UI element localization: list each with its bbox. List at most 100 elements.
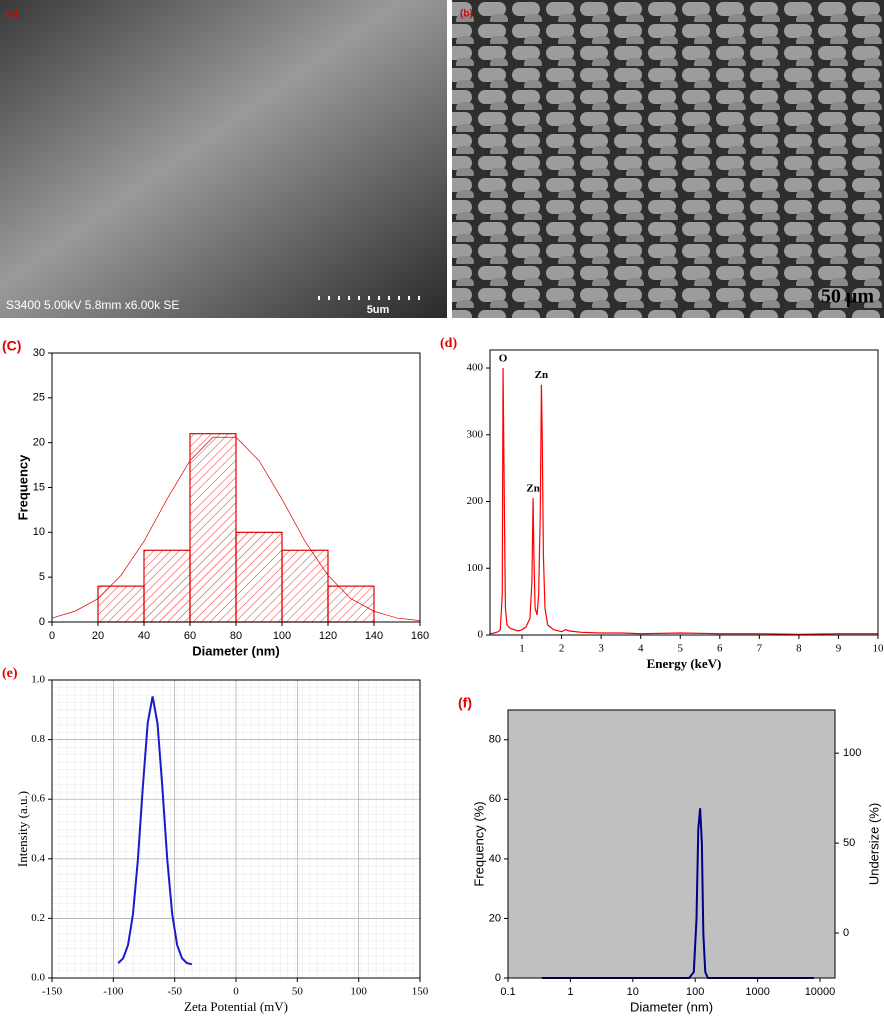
x-tick-label: 2 (559, 643, 565, 655)
chart: 0 5 10 15 20 25 30 0 20 40 60 80 100 120 140 160 (C) Diam… (2, 338, 429, 659)
y-tick-label: 20 (33, 437, 45, 449)
y-tick-label: 5 (39, 571, 45, 583)
y-tick-label: 200 (467, 495, 484, 507)
y-tick-label: 0.8 (31, 733, 45, 745)
panel-label: (C) (2, 338, 21, 354)
x-tick-label: 6 (717, 643, 723, 655)
y-tick-label: 100 (467, 562, 484, 574)
x-tick-label: 1000 (745, 986, 769, 998)
data-line (117, 696, 193, 966)
x-tick-label: -50 (167, 986, 182, 998)
x-tick-label: -150 (42, 986, 63, 998)
y-tick-label: 0.4 (31, 852, 45, 864)
y-tick-label: 15 (33, 481, 45, 493)
y-tick-label: 0.0 (31, 972, 45, 984)
scale-label: 50 µm (821, 286, 875, 308)
y2-tick-label: 50 (843, 837, 855, 849)
x-tick-label: 10 (873, 643, 884, 655)
x-tick-label: 160 (411, 630, 429, 642)
sem-image-a: (a) S3400 5.00kV 5.8mm x6.00k SE 5um (0, 0, 447, 318)
y2-tick-label: 0 (843, 927, 849, 939)
x-tick-label: 80 (230, 630, 242, 642)
data-line (51, 436, 421, 622)
y-tick-label: 40 (489, 853, 501, 865)
bar (327, 585, 375, 623)
x-tick-label: 5 (677, 643, 683, 655)
x-tick-label: 150 (412, 986, 429, 998)
x-tick-label: 0 (233, 986, 239, 998)
y-tick-label: 25 (33, 392, 45, 404)
bar (189, 433, 237, 623)
y-tick-label: 10 (33, 526, 45, 538)
x-tick-label: 7 (757, 643, 763, 655)
x-axis-label: Zeta Potential (mV) (184, 999, 288, 1014)
y-tick-label: 0.6 (31, 793, 45, 805)
panel-label: (f) (458, 695, 472, 711)
image-caption: S3400 5.00kV 5.8mm x6.00k SE (6, 298, 179, 312)
x-tick-label: 100 (350, 986, 367, 998)
x-tick-label: 9 (836, 643, 842, 655)
x-tick-label: 1 (519, 643, 525, 655)
plot-frame (489, 349, 879, 636)
annotation: Zn (526, 483, 539, 495)
x-tick-label: 40 (138, 630, 150, 642)
x-tick-label: -100 (103, 986, 124, 998)
y-tick-label: 0.2 (31, 912, 45, 924)
x-tick-label: 60 (184, 630, 196, 642)
sem-photo (0, 0, 447, 318)
y-axis-label: Frequency (%) (471, 801, 486, 886)
x-axis-label: Diameter (nm) (630, 999, 713, 1014)
x-tick-label: 50 (292, 986, 304, 998)
bar (143, 549, 191, 623)
y-tick-label: 80 (489, 734, 501, 746)
plot-area (490, 350, 878, 635)
chart: 0 100 200 300 400 1 2 3 4 5 6 7 8 9 10 O Zn Zn (d) Energy (… (440, 336, 884, 671)
panel-label: (d) (440, 336, 457, 351)
sem-image-b: (b) 50 µm (452, 0, 884, 318)
y-tick-label: 1.0 (31, 674, 45, 686)
x-tick-label: 0.1 (500, 986, 515, 998)
x-tick-label: 20 (92, 630, 104, 642)
y-axis-label: Intensity (a.u.) (15, 791, 30, 867)
scale-label: 5um (367, 304, 390, 316)
y-tick-label: 400 (467, 362, 484, 374)
panel-label: (a) (6, 9, 18, 20)
chart: 0.0 0.2 0.4 0.6 0.8 1.0 -150 -100 -50 0 50 100 150 (e… (2, 666, 429, 1014)
x-tick-label: 3 (598, 643, 604, 655)
data-line (489, 368, 878, 635)
chart: 0 20 40 60 80 0.1 1 10 100 1000 10000 0 50 100 (f) Diam… (458, 695, 881, 1015)
x-tick-label: 8 (796, 643, 802, 655)
panel-label: (b) (460, 9, 473, 20)
y-tick-label: 20 (489, 912, 501, 924)
plot-frame (507, 709, 836, 979)
x-tick-label: 1 (567, 986, 573, 998)
panel-label: (e) (2, 666, 18, 681)
annotation: Zn (535, 369, 548, 381)
sem-photo (452, 0, 884, 318)
annotation: O (499, 353, 508, 365)
y-tick-label: 0 (478, 629, 484, 641)
y-tick-label: 60 (489, 793, 501, 805)
y2-tick-label: 100 (843, 747, 861, 759)
bar (281, 549, 329, 623)
x-tick-label: 100 (686, 986, 704, 998)
x-tick-label: 100 (273, 630, 291, 642)
data-line (541, 808, 814, 979)
y2-axis-label: Undersize (%) (866, 803, 881, 885)
y-tick-label: 30 (33, 347, 45, 359)
x-tick-label: 120 (319, 630, 337, 642)
x-tick-label: 10 (627, 986, 639, 998)
y-tick-label: 0 (39, 616, 45, 628)
x-axis-label: Energy (keV) (647, 656, 722, 671)
bar (235, 531, 283, 623)
y-axis-label: Frequency (15, 454, 30, 521)
y-tick-label: 300 (467, 428, 484, 440)
x-tick-label: 140 (365, 630, 383, 642)
plot-area (508, 710, 835, 978)
plot-frame (51, 679, 421, 979)
plot-frame (51, 352, 421, 623)
x-tick-label: 0 (49, 630, 55, 642)
x-tick-label: 4 (638, 643, 644, 655)
x-axis-label: Diameter (nm) (192, 643, 279, 658)
